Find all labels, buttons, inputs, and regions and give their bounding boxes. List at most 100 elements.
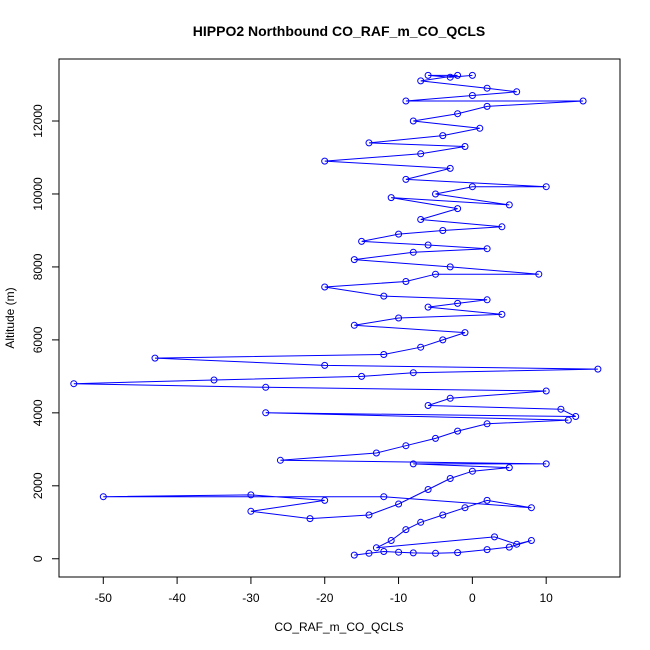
y-tick-label: 10000 bbox=[31, 177, 45, 211]
data-point bbox=[483, 296, 491, 304]
data-point bbox=[535, 270, 543, 278]
y-axis: 0 2000 4000 6000 8000 10000 12000 bbox=[31, 104, 60, 562]
data-point bbox=[409, 117, 417, 125]
data-point bbox=[424, 402, 432, 409]
data-point bbox=[439, 227, 447, 234]
data-point bbox=[513, 540, 521, 548]
series-line bbox=[73, 74, 598, 556]
data-point bbox=[387, 537, 395, 544]
data-point bbox=[498, 223, 506, 231]
data-point bbox=[365, 139, 373, 147]
data-point bbox=[372, 544, 380, 552]
chart-title: HIPPO2 Northbound CO_RAF_m_CO_QCLS bbox=[193, 23, 485, 39]
data-point bbox=[439, 336, 447, 344]
data-point bbox=[321, 496, 329, 504]
data-point bbox=[417, 150, 425, 158]
data-point bbox=[483, 84, 491, 92]
data-point bbox=[542, 460, 550, 468]
data-point bbox=[468, 467, 476, 475]
data-point bbox=[210, 376, 218, 384]
data-point bbox=[409, 460, 417, 468]
data-point bbox=[365, 511, 373, 519]
data-point bbox=[387, 194, 395, 202]
data-point bbox=[395, 500, 403, 508]
data-point bbox=[483, 102, 491, 110]
data-point bbox=[454, 299, 462, 307]
data-point bbox=[372, 449, 380, 457]
data-point bbox=[513, 88, 521, 96]
data-point bbox=[402, 175, 410, 183]
x-tick-label: 0 bbox=[469, 591, 476, 605]
x-axis: -50 -40 -30 -20 -10 0 10 bbox=[95, 576, 554, 605]
x-tick-label: -20 bbox=[316, 591, 334, 605]
data-point bbox=[542, 183, 550, 191]
data-point bbox=[432, 270, 439, 278]
series-line-group bbox=[73, 74, 598, 556]
data-point bbox=[402, 278, 410, 285]
data-point bbox=[557, 405, 565, 413]
y-tick-label: 0 bbox=[31, 555, 45, 562]
data-point bbox=[395, 230, 403, 238]
data-point bbox=[483, 546, 491, 554]
x-tick-label: -10 bbox=[390, 591, 408, 605]
data-point bbox=[409, 549, 417, 557]
series-points-group bbox=[70, 71, 602, 559]
data-point bbox=[70, 380, 78, 388]
data-point bbox=[424, 71, 432, 79]
data-point bbox=[468, 71, 476, 79]
data-point bbox=[402, 442, 410, 450]
data-point bbox=[380, 351, 388, 358]
data-point bbox=[262, 383, 270, 391]
data-point bbox=[446, 263, 454, 271]
data-point bbox=[483, 420, 491, 428]
data-point bbox=[446, 164, 454, 172]
data-point bbox=[321, 157, 329, 165]
data-point bbox=[402, 526, 410, 534]
data-point bbox=[380, 292, 388, 300]
data-point bbox=[380, 548, 388, 555]
data-point bbox=[424, 303, 432, 311]
data-point bbox=[99, 493, 107, 501]
data-point bbox=[454, 427, 462, 435]
data-point bbox=[446, 475, 454, 482]
data-point bbox=[306, 515, 314, 523]
data-point bbox=[579, 97, 587, 105]
y-tick-label: 4000 bbox=[31, 399, 45, 426]
y-tick-label: 8000 bbox=[31, 253, 45, 280]
data-point bbox=[350, 551, 358, 559]
data-point bbox=[505, 201, 513, 209]
x-tick-label: 10 bbox=[540, 591, 554, 605]
data-point bbox=[321, 283, 329, 291]
x-tick-label: -40 bbox=[168, 591, 186, 605]
data-point bbox=[417, 518, 425, 526]
data-point bbox=[446, 73, 454, 81]
data-point bbox=[468, 92, 476, 99]
data-point bbox=[454, 71, 462, 79]
data-point bbox=[446, 394, 454, 402]
data-point bbox=[247, 507, 255, 515]
data-point bbox=[395, 548, 403, 556]
data-point bbox=[527, 537, 535, 544]
data-point bbox=[432, 434, 439, 442]
data-point bbox=[432, 190, 439, 198]
data-point bbox=[476, 124, 484, 132]
data-point bbox=[439, 132, 447, 140]
data-point bbox=[402, 97, 410, 105]
data-point bbox=[454, 110, 462, 118]
data-point bbox=[409, 369, 417, 377]
data-point bbox=[321, 361, 329, 369]
data-point bbox=[417, 77, 425, 85]
data-point bbox=[424, 486, 432, 493]
data-point bbox=[505, 464, 513, 472]
data-point bbox=[424, 241, 432, 249]
data-point bbox=[461, 143, 469, 150]
data-point bbox=[572, 413, 580, 420]
data-point bbox=[461, 504, 469, 512]
data-point bbox=[247, 491, 255, 499]
x-tick-label: -50 bbox=[95, 591, 113, 605]
x-tick-label: -30 bbox=[242, 591, 260, 605]
data-point bbox=[358, 372, 366, 380]
data-point bbox=[358, 237, 366, 245]
